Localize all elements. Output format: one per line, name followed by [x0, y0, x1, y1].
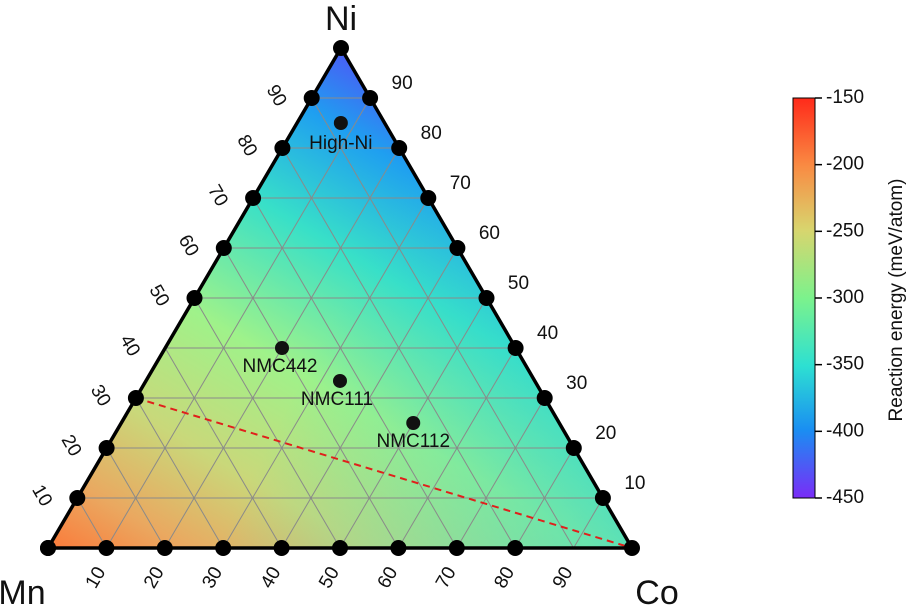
edge-marker: [391, 140, 408, 156]
edge-marker: [536, 390, 553, 406]
edge-marker: [156, 540, 173, 556]
tick-label-bottom: 80: [490, 563, 519, 592]
edge-marker: [333, 40, 349, 56]
tick-label-left: 50: [145, 281, 174, 310]
edge-marker: [449, 240, 466, 256]
grid-line: [514, 447, 575, 549]
vertex-label-ni: Ni: [325, 0, 357, 38]
colorbar-tick-label: -200: [826, 154, 864, 175]
data-point: [333, 116, 348, 130]
grid-lines: [76, 97, 604, 549]
colorbar-tick-label: -400: [826, 420, 864, 441]
data-point: [406, 416, 421, 430]
tick-label-right: 80: [421, 123, 442, 144]
grid-line: [252, 197, 458, 549]
tick-label-left: 20: [57, 431, 86, 460]
edge-marker: [594, 490, 611, 506]
colorbar-tick-label: -250: [826, 220, 864, 241]
data-point-label: NMC111: [301, 389, 373, 410]
edge-marker: [186, 290, 203, 306]
vertex-label-mn: Mn: [0, 574, 46, 609]
grid-line: [194, 297, 341, 549]
tick-label-bottom: 60: [374, 563, 403, 592]
edge-marker: [420, 190, 437, 206]
tick-label-left: 80: [232, 131, 261, 160]
edge-marker: [215, 540, 232, 556]
tick-label-right: 30: [566, 373, 587, 394]
edge-marker: [362, 90, 379, 106]
data-point-label: NMC112: [376, 431, 450, 452]
tick-label-bottom: 90: [549, 563, 578, 592]
tick-label-right: 90: [392, 73, 413, 94]
tick-label-right: 70: [450, 173, 471, 194]
edge-marker: [40, 540, 56, 556]
tick-label-right: 40: [537, 323, 558, 344]
colorbar-gradient: [792, 97, 816, 499]
grid-line: [135, 397, 224, 549]
colorbar-tick-label: -300: [826, 287, 864, 308]
edge-marker: [69, 490, 86, 506]
edge-marker: [332, 540, 348, 556]
edge-marker: [303, 90, 320, 106]
edge-marker: [245, 190, 262, 206]
tick-label-right: 20: [595, 423, 616, 444]
edge-marker: [98, 440, 115, 456]
tick-label-right: 10: [624, 473, 645, 494]
edge-marker: [273, 540, 290, 556]
colorbar: -150 -200 -250 -300 -350 -400 -450 Reaction en…: [792, 87, 907, 508]
tick-label-right: 50: [508, 273, 529, 294]
grid-line: [106, 447, 166, 549]
colorbar-tick-label: -150: [826, 87, 864, 108]
grid-line: [311, 97, 575, 549]
dashed-line: [135, 397, 633, 549]
grid-line: [222, 197, 429, 549]
data-point-label: NMC442: [243, 356, 318, 377]
grid-line: [397, 347, 517, 549]
edge-marker: [274, 140, 291, 156]
tick-label-right: 60: [479, 223, 500, 244]
edge-marker: [507, 340, 524, 356]
tick-label-left: 10: [27, 481, 56, 510]
grid-line: [456, 397, 546, 549]
tick-label-bottom: 40: [257, 563, 286, 592]
colorbar-tick-label: -350: [826, 354, 864, 375]
grid-line: [105, 97, 371, 549]
colorbar-title: Reaction energy (meV/atom): [886, 179, 907, 422]
edge-marker: [98, 540, 115, 556]
tick-label-left: 70: [203, 181, 232, 210]
grid-line: [573, 497, 604, 549]
tick-label-left: 90: [262, 81, 291, 110]
tick-label-left: 60: [174, 231, 203, 260]
colorbar-ticks: -150 -200 -250 -300 -350 -400 -450: [815, 87, 864, 508]
tick-label-left: 40: [115, 331, 144, 360]
data-point-label: High-Ni: [309, 133, 372, 154]
tick-label-left: 30: [86, 381, 115, 410]
edge-marker: [478, 290, 495, 306]
data-point: [275, 341, 289, 355]
edge-marker: [390, 540, 407, 556]
colorbar-tick-label: -450: [826, 487, 864, 508]
tick-label-bottom: 50: [315, 563, 344, 592]
vertex-label-co: Co: [635, 574, 678, 609]
edge-marker: [507, 540, 524, 556]
tick-label-bottom: 10: [82, 563, 111, 592]
edge-marker: [624, 540, 640, 556]
edge-markers: [40, 40, 640, 556]
edge-marker: [448, 540, 465, 556]
data-point: [332, 373, 347, 388]
tick-label-bottom: 70: [432, 563, 461, 592]
edge-marker: [127, 390, 144, 406]
grid-line: [164, 347, 283, 549]
grid-line: [76, 497, 107, 549]
tick-label-bottom: 30: [198, 563, 227, 592]
edge-marker: [215, 240, 232, 256]
tick-label-bottom: 20: [140, 563, 169, 592]
edge-marker: [565, 440, 582, 456]
